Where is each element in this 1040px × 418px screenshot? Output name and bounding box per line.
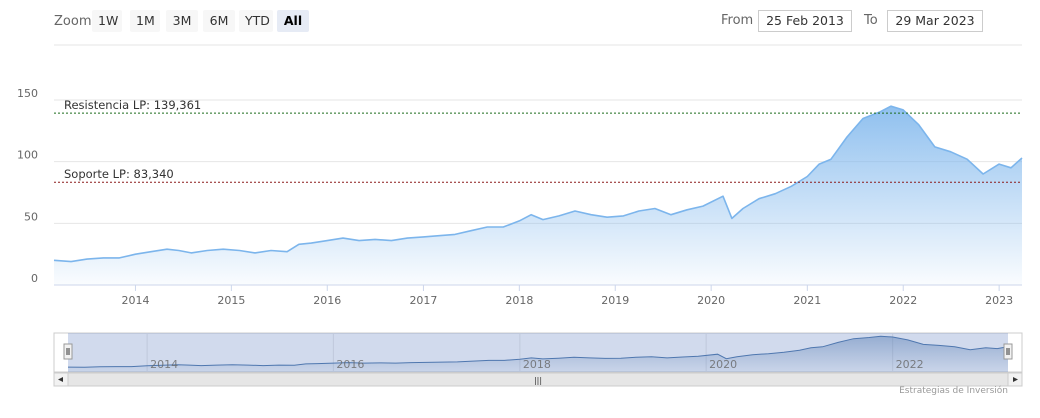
y-axis: 0 50 100 150 bbox=[17, 87, 38, 285]
x-tick-label-2021: 2021 bbox=[793, 294, 821, 307]
zoom-1m-button[interactable]: 1M bbox=[130, 10, 160, 32]
navigator-tick-label-2016: 2016 bbox=[336, 358, 364, 371]
navigator[interactable]: 2014 2016 2018 2020 2022 bbox=[53, 332, 1023, 373]
handle-body bbox=[1003, 343, 1013, 360]
plot-line-label-0: Resistencia LP: 139,361 bbox=[64, 98, 201, 112]
zoom-1w-button[interactable]: 1W bbox=[92, 10, 122, 32]
scroll-right-arrow-icon[interactable] bbox=[1013, 377, 1018, 382]
x-tick-label-2015: 2015 bbox=[217, 294, 245, 307]
zoom-3m-button[interactable]: 3M bbox=[166, 10, 198, 32]
range-selector: Zoom 1W 1M 3M 6M YTD All From 25 Feb 201… bbox=[0, 0, 1040, 44]
x-axis: 2014 2015 2016 2017 2018 2019 2020 2021 2022 2023 bbox=[54, 284, 1022, 307]
y-tick-label-50: 50 bbox=[24, 210, 38, 223]
credits-text: Estrategias de Inversión bbox=[899, 386, 1008, 396]
x-tick-label-2017: 2017 bbox=[409, 294, 437, 307]
to-label: To bbox=[864, 13, 878, 28]
x-tick-label-2014: 2014 bbox=[121, 294, 149, 307]
from-label: From bbox=[721, 13, 754, 28]
navigator-area bbox=[68, 336, 1008, 372]
zoom-label: Zoom bbox=[54, 14, 92, 29]
navigator-mask bbox=[68, 333, 1008, 372]
navigator-tick-label-2018: 2018 bbox=[523, 358, 551, 371]
navigator-line bbox=[67, 335, 1009, 368]
scrollbar[interactable]: ||| bbox=[53, 372, 1023, 387]
price-series bbox=[53, 105, 1023, 285]
y-tick-label-100: 100 bbox=[17, 149, 38, 162]
navigator-left-handle[interactable] bbox=[63, 343, 73, 360]
scroll-left-arrow-icon[interactable] bbox=[58, 377, 63, 382]
x-tick-label-2020: 2020 bbox=[697, 294, 725, 307]
zoom-6m-button[interactable]: 6M bbox=[203, 10, 235, 32]
series-area bbox=[54, 106, 1022, 285]
x-tick-label-2022: 2022 bbox=[889, 294, 917, 307]
zoom-all-button[interactable]: All bbox=[277, 10, 309, 32]
to-date-input[interactable]: 29 Mar 2023 bbox=[887, 10, 983, 32]
from-date-input[interactable]: 25 Feb 2013 bbox=[758, 10, 852, 32]
x-tick-label-2023: 2023 bbox=[985, 294, 1013, 307]
navigator-tick-label-2022: 2022 bbox=[896, 358, 924, 371]
x-tick-label-2018: 2018 bbox=[505, 294, 533, 307]
zoom-ytd-button[interactable]: YTD bbox=[239, 10, 273, 32]
plot-line-label-1: Soporte LP: 83,340 bbox=[64, 167, 174, 181]
y-tick-label-0: 0 bbox=[31, 272, 38, 285]
navigator-tick-label-2020: 2020 bbox=[709, 358, 737, 371]
series-line bbox=[53, 105, 1023, 263]
scrollbar-grip: ||| bbox=[534, 376, 542, 385]
scrollbar-thumb bbox=[67, 372, 1009, 387]
y-tick-label-150: 150 bbox=[17, 87, 38, 100]
x-tick-label-2019: 2019 bbox=[601, 294, 629, 307]
handle-body bbox=[63, 343, 73, 360]
plot-lines: Resistencia LP: 139,361 Soporte LP: 83,34… bbox=[54, 98, 1022, 183]
navigator-tick-label-2014: 2014 bbox=[150, 358, 178, 371]
x-tick-label-2016: 2016 bbox=[313, 294, 341, 307]
navigator-right-handle[interactable] bbox=[1003, 343, 1013, 360]
